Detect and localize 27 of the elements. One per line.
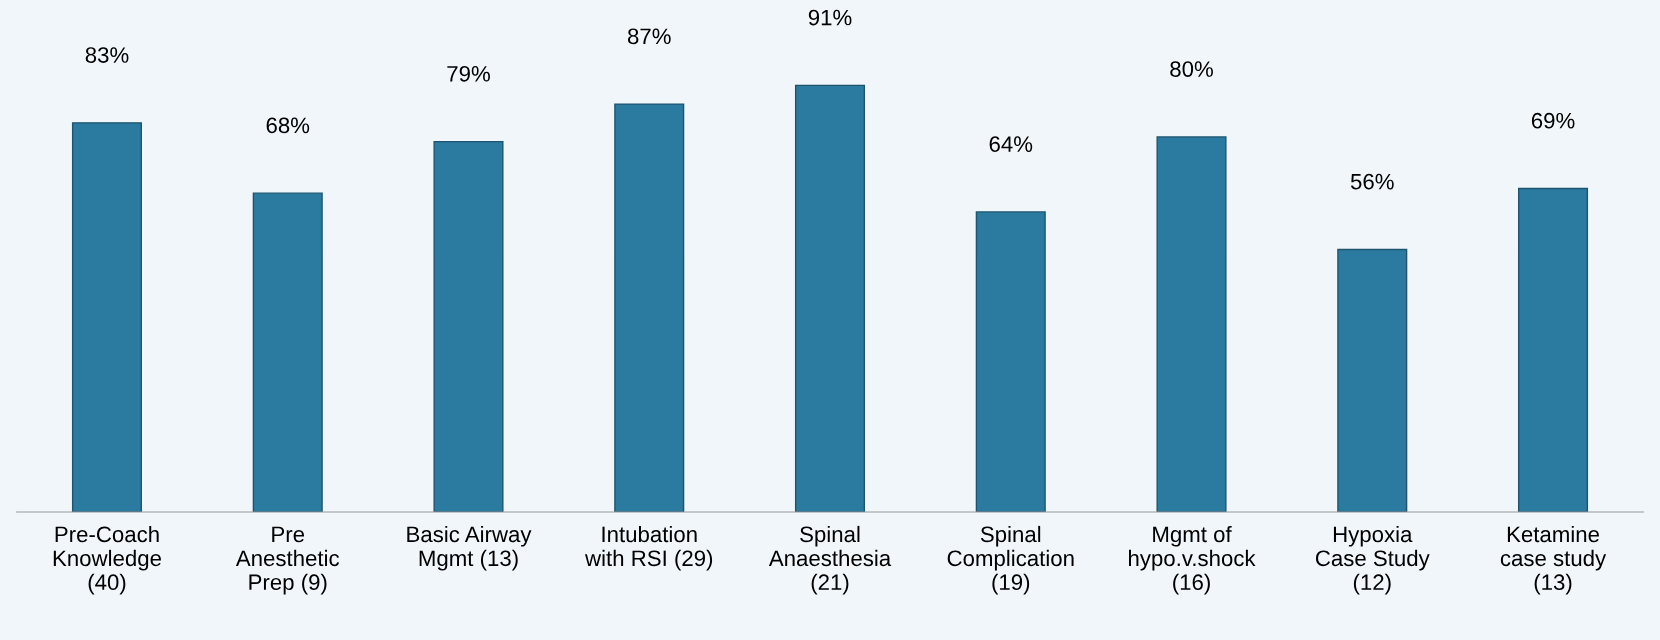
data-label: 80%	[1170, 61, 1213, 77]
bar	[1517, 187, 1589, 512]
x-tick-label: Spinal Anaesthesia (21)	[768, 525, 892, 595]
x-tick-label: Ketamine case study (13)	[1500, 525, 1607, 595]
data-label: 87%	[627, 28, 671, 45]
data-label: 64%	[989, 136, 1033, 152]
x-tick-label: Spinal Complication (19)	[947, 525, 1074, 595]
bar	[975, 211, 1046, 512]
data-label: 83%	[85, 47, 129, 63]
data-label: 68%	[266, 117, 310, 134]
data-label: 56%	[1350, 173, 1394, 190]
x-tick-label: Basic Airway Mgmt (13)	[407, 525, 532, 571]
x-tick-label: Pre Anesthetic Prep (9)	[235, 526, 340, 595]
x-tick-label: Intubation with RSI (29)	[585, 525, 713, 571]
x-tick-label: Mgmt of hypo.v.shock (16)	[1129, 525, 1256, 595]
data-label: 79%	[447, 65, 490, 82]
bar	[433, 140, 504, 512]
bar	[1156, 136, 1227, 512]
x-tick-label: Hypoxia Case Study (12)	[1315, 525, 1430, 595]
bar	[794, 84, 866, 512]
bar	[71, 122, 143, 512]
data-label: 69%	[1531, 112, 1575, 129]
data-label: 91%	[808, 9, 852, 26]
x-tick-label: Pre-Coach Knowledge (40)	[53, 525, 161, 595]
bar	[1337, 248, 1408, 512]
bar	[252, 192, 323, 512]
bar	[614, 103, 685, 512]
